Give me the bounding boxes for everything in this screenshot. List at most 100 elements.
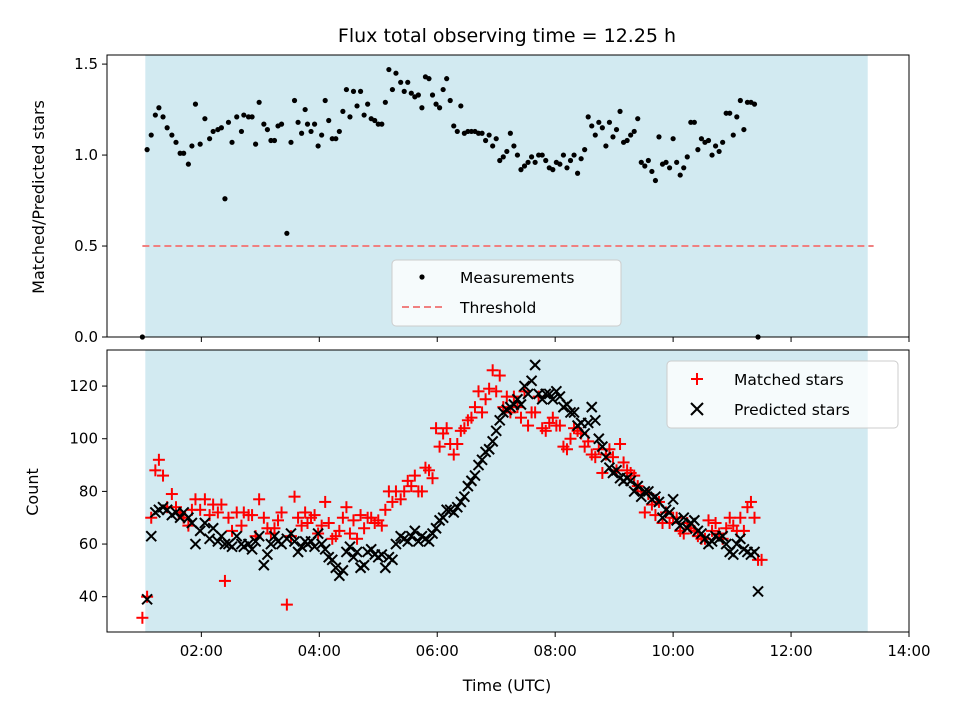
measurement-point: [234, 114, 240, 120]
matched-star-point: [322, 516, 335, 529]
matched-star-point: [358, 522, 371, 535]
measurement-point: [192, 101, 199, 107]
measurement-point: [357, 88, 364, 94]
matched-star-point: [638, 506, 651, 519]
matched-star-point: [288, 490, 301, 503]
measurement-point: [408, 90, 414, 96]
y-tick-label: 0.0: [74, 328, 98, 346]
measurement-point: [606, 119, 613, 125]
measurement-point: [451, 123, 457, 129]
matched-star-point: [152, 453, 165, 466]
measurement-point: [737, 97, 743, 104]
measurement-point: [670, 136, 676, 142]
measurement-point: [278, 121, 285, 127]
measurement-point: [319, 132, 325, 138]
matched-star-point: [394, 493, 407, 506]
predicted-star-point: [423, 535, 435, 548]
measurement-point: [482, 137, 489, 144]
measurement-point: [695, 147, 701, 153]
measurement-point: [372, 117, 378, 124]
matched-star-point: [299, 506, 312, 519]
measurement-point: [304, 121, 311, 127]
x-tick-label: 06:00: [416, 642, 459, 660]
measurement-point: [447, 97, 453, 104]
measurement-point: [705, 137, 712, 144]
measurement-point: [511, 143, 517, 149]
measurement-point: [613, 126, 620, 133]
top-plot-frame: [106, 54, 910, 338]
matched-star-point: [165, 488, 178, 501]
measurement-point: [326, 117, 332, 124]
measurement-point: [261, 121, 267, 127]
measurement-point: [185, 161, 191, 167]
y-tick-label: 120: [69, 377, 98, 395]
matched-star-point: [333, 524, 346, 537]
measurement-point: [560, 152, 567, 158]
matched-star-point: [194, 503, 207, 516]
legend-measurements-marker: [419, 274, 425, 280]
matched-star-point: [514, 411, 527, 424]
y-tick-label: 100: [69, 430, 98, 448]
matched-star-point: [447, 448, 460, 461]
measurement-point: [712, 143, 719, 149]
predicted-star-point: [642, 485, 655, 498]
measurement-point: [603, 143, 609, 149]
predicted-star-point: [529, 359, 541, 371]
bottom-y-axis-label: Count: [23, 468, 42, 516]
predicted-star-point: [390, 538, 402, 550]
predicted-star-point: [376, 548, 388, 561]
predicted-star-point: [494, 414, 506, 427]
predicted-star-point: [578, 427, 591, 440]
measurement-point: [727, 110, 733, 116]
measurement-point: [571, 152, 577, 158]
x-tick-label: 12:00: [769, 642, 812, 660]
predicted-star-point: [564, 406, 577, 419]
measurement-point: [156, 105, 162, 111]
matched-star-point: [426, 472, 439, 485]
measurement-point: [734, 114, 740, 120]
matched-star-point: [440, 422, 453, 435]
matched-star-point: [257, 511, 270, 524]
matched-star-point: [375, 519, 388, 532]
measurement-point: [308, 128, 314, 135]
measurement-point: [596, 119, 602, 125]
matched-star-point: [596, 466, 609, 479]
measurement-point: [389, 86, 396, 93]
predicted-star-point: [412, 535, 425, 548]
measurement-point: [401, 88, 407, 94]
bottom-y-axis: 40 60 80 100 120: [69, 377, 107, 606]
measurement-point: [354, 103, 360, 109]
top-y-axis: 0.0 0.5 1.0 1.5: [74, 55, 107, 346]
measurement-point: [486, 132, 492, 138]
top-x-ticks: [200, 337, 910, 342]
legend-matched-marker: [691, 373, 703, 385]
y-tick-label: 1.5: [74, 55, 98, 73]
predicted-star-point: [337, 564, 349, 577]
measurement-point: [610, 134, 616, 140]
matched-star-point: [589, 451, 602, 464]
matched-star-point: [606, 451, 619, 464]
bottom-x-axis: 02:00 04:00 06:00 08:00 10:00 12:00 14:00: [180, 632, 931, 660]
predicted-star-point: [593, 433, 605, 445]
predicted-star-point: [315, 538, 328, 550]
measurement-point: [379, 121, 385, 127]
measurement-point: [698, 136, 705, 142]
predicted-star-point: [547, 393, 559, 405]
matched-star-point: [483, 382, 496, 395]
matched-star-point: [343, 527, 356, 540]
predicted-star-point: [568, 406, 580, 419]
measurement-point: [582, 147, 588, 153]
matched-star-point: [560, 443, 573, 456]
matched-star-point: [295, 519, 308, 532]
matched-star-point: [748, 511, 761, 524]
predicted-star-point: [476, 454, 488, 466]
matched-star-point: [157, 469, 170, 482]
predicted-star-point: [285, 527, 297, 540]
top-panel: 0.0 0.5 1.0 1.5 Matched/Predicted stars Mea…: [29, 54, 910, 346]
measurement-point: [322, 97, 328, 104]
predicted-star-point: [515, 398, 527, 411]
y-tick-label: 1.0: [74, 146, 98, 164]
predicted-star-point: [748, 546, 761, 558]
measurement-point: [574, 170, 581, 176]
matched-star-point: [564, 432, 577, 445]
